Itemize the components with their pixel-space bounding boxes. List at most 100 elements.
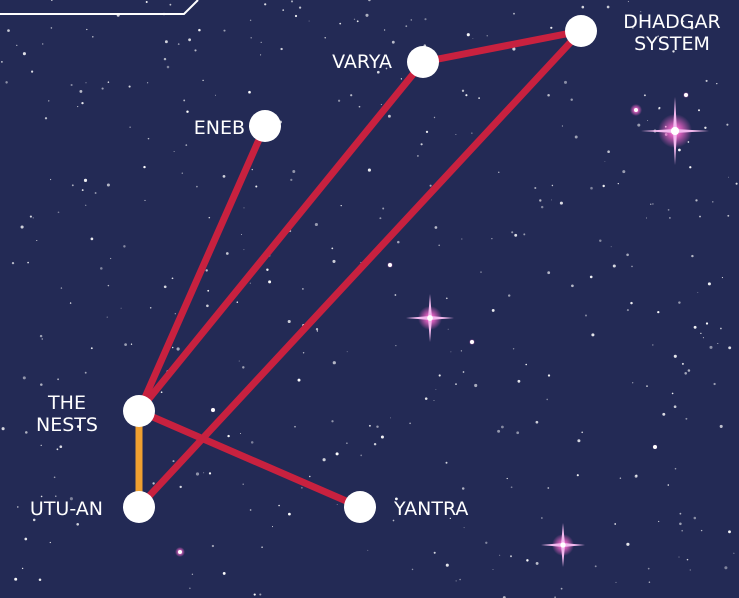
star <box>339 22 342 25</box>
star <box>243 207 245 209</box>
star <box>604 161 606 163</box>
star <box>76 425 80 428</box>
star <box>309 475 311 478</box>
star <box>163 57 167 61</box>
star <box>679 512 682 515</box>
star <box>214 94 217 96</box>
system-node[interactable] <box>344 491 376 523</box>
star <box>107 284 110 287</box>
star <box>513 12 515 15</box>
star <box>185 144 188 146</box>
system-node[interactable] <box>123 395 155 427</box>
star <box>21 567 24 570</box>
star <box>445 461 448 464</box>
star <box>699 215 701 218</box>
star <box>315 328 319 331</box>
system-node[interactable] <box>565 15 597 47</box>
system-label: VARYA <box>332 51 392 73</box>
core <box>560 542 566 548</box>
star <box>174 313 176 315</box>
star <box>39 334 43 338</box>
core <box>634 108 638 112</box>
star <box>693 516 697 520</box>
core <box>427 315 433 321</box>
star <box>236 301 239 303</box>
star <box>410 19 413 21</box>
star <box>550 26 553 29</box>
star <box>391 40 395 44</box>
system-node[interactable] <box>123 491 155 523</box>
star <box>637 123 641 127</box>
star <box>704 126 707 129</box>
star <box>144 199 146 201</box>
star <box>397 240 400 244</box>
star <box>248 90 251 94</box>
star <box>657 35 659 37</box>
star <box>294 14 298 18</box>
star <box>561 125 563 127</box>
star <box>705 322 709 325</box>
star <box>606 5 610 9</box>
star <box>94 192 97 194</box>
star <box>367 549 369 551</box>
star <box>673 405 677 409</box>
star <box>202 79 204 82</box>
star <box>571 284 574 288</box>
bright-stars <box>175 92 709 567</box>
star <box>346 351 348 353</box>
star <box>41 338 43 340</box>
star <box>194 49 197 52</box>
star <box>50 27 53 29</box>
system-label: ENEB <box>194 117 245 139</box>
star <box>59 445 63 449</box>
system-node[interactable] <box>249 110 281 142</box>
star <box>523 233 526 236</box>
star <box>517 379 521 383</box>
star <box>164 40 168 44</box>
star <box>225 252 229 255</box>
star <box>499 554 501 556</box>
star <box>332 361 336 365</box>
star <box>27 261 29 264</box>
star <box>251 168 253 171</box>
star <box>346 442 348 444</box>
star <box>107 81 110 83</box>
star <box>684 372 687 375</box>
star <box>411 568 414 571</box>
star <box>450 351 452 353</box>
star <box>539 199 542 202</box>
label-line: NESTS <box>36 414 98 436</box>
star <box>196 185 198 188</box>
star <box>268 280 272 284</box>
star <box>120 307 122 309</box>
star <box>698 109 700 112</box>
star <box>128 85 131 88</box>
star <box>205 269 208 272</box>
star <box>331 420 334 423</box>
star <box>420 143 423 146</box>
star <box>416 154 419 157</box>
star <box>149 307 152 309</box>
star <box>546 398 548 401</box>
system-node[interactable] <box>407 46 439 78</box>
star <box>602 184 605 188</box>
star <box>540 205 544 209</box>
star <box>459 578 461 581</box>
star <box>652 203 654 205</box>
star <box>81 101 84 105</box>
star <box>7 29 10 32</box>
star <box>409 422 411 425</box>
system-label: YANTRA <box>393 498 468 520</box>
star <box>610 246 612 248</box>
star <box>106 316 108 318</box>
star <box>647 119 649 122</box>
star <box>242 366 245 369</box>
star <box>465 94 468 97</box>
star <box>163 285 167 289</box>
star <box>630 301 633 305</box>
star <box>32 217 34 219</box>
star <box>106 183 110 187</box>
star <box>526 559 529 562</box>
star <box>612 264 616 268</box>
